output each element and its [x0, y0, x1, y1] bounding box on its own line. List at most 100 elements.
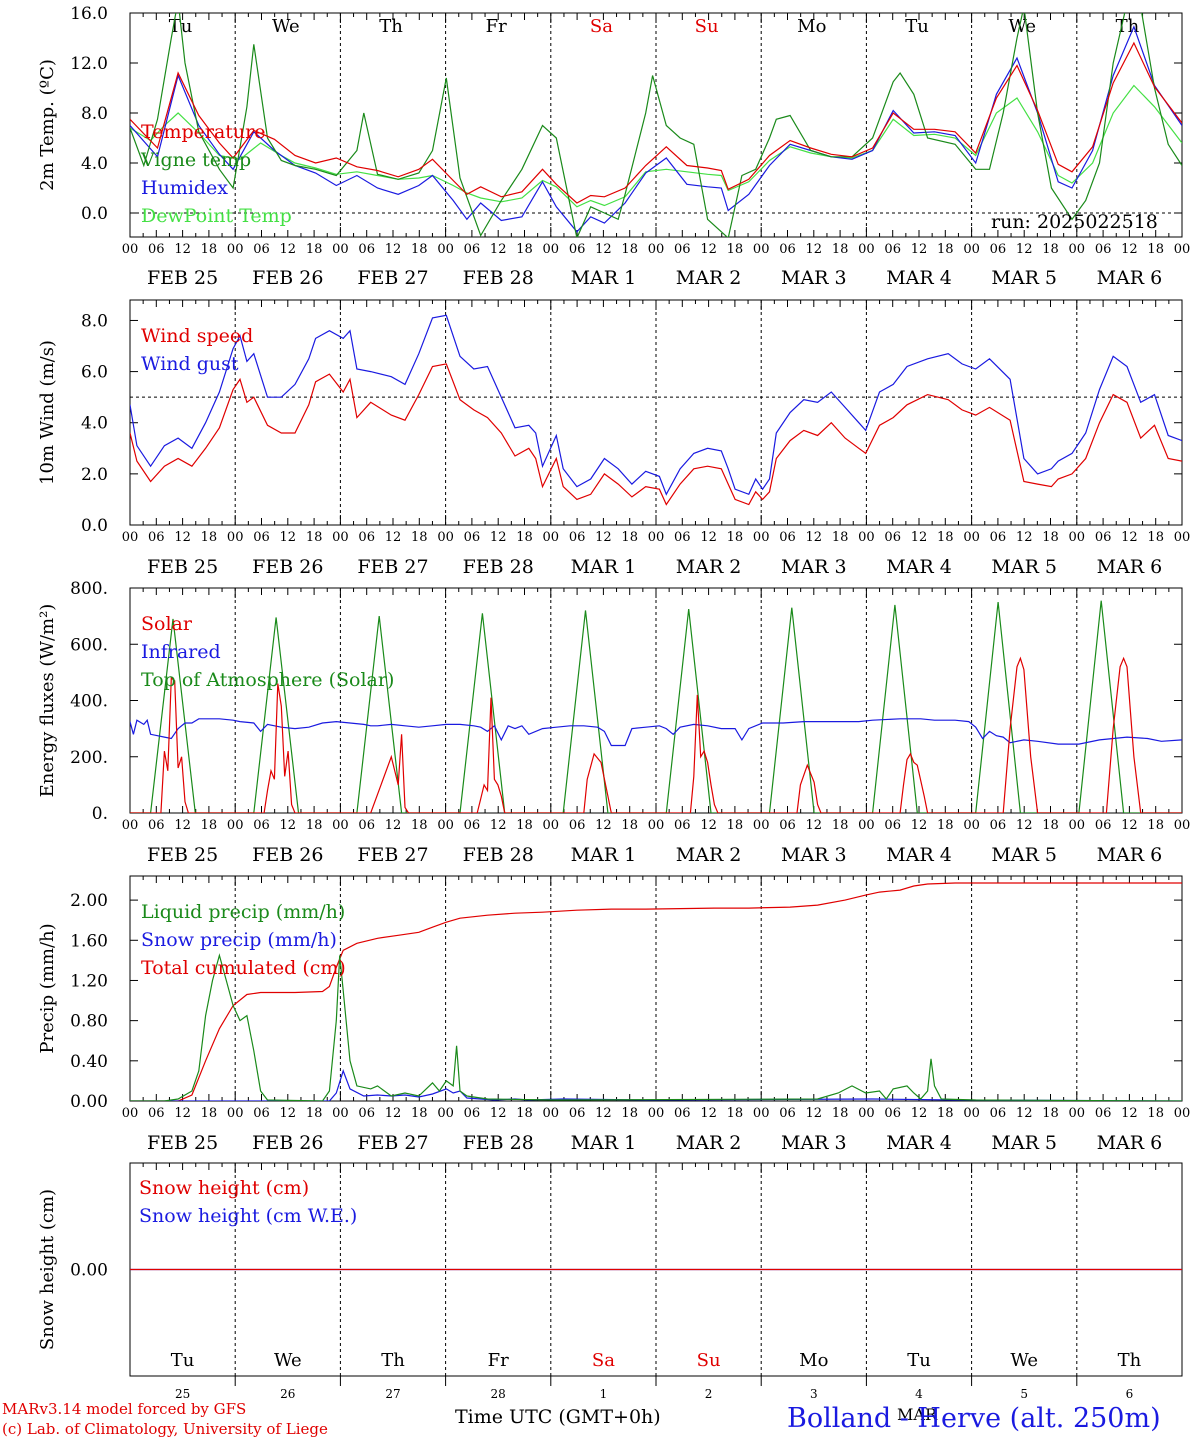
series-line-solar: [130, 656, 1182, 813]
legend-entry: Snow height (cm W.E.): [139, 1205, 357, 1227]
hour-tick-label: 00: [963, 530, 980, 545]
legend-entry: Wind speed: [141, 325, 253, 347]
hour-tick-label: 18: [937, 818, 954, 833]
hour-tick-label: 00: [437, 530, 454, 545]
hour-tick-label: 06: [148, 530, 165, 545]
hour-tick-label: 12: [700, 1106, 717, 1121]
legend-entry: Snow height (cm): [139, 1177, 309, 1199]
hour-tick-label: 00: [122, 818, 139, 833]
x-ticks: 00 06 12 18 00 06 12 18 00 06 12 18 00 06 12 18 00 06 12 18…: [122, 876, 1190, 1121]
day-number: 6: [1126, 1387, 1134, 1401]
hour-tick-label: 18: [832, 1106, 849, 1121]
hour-tick-label: 18: [727, 530, 744, 545]
series-line-liquid-precip-mm-h-: [130, 953, 1182, 1101]
y-tick-label: 4.0: [81, 154, 108, 174]
hour-tick-label: 06: [884, 242, 901, 257]
day-abbr: Th: [379, 16, 403, 37]
date-label: MAR 2: [676, 267, 742, 289]
hour-tick-label: 00: [122, 530, 139, 545]
date-label: MAR 6: [1097, 844, 1163, 866]
hour-tick-label: 18: [832, 242, 849, 257]
credit-line-1: MARv3.14 model forced by GFS: [2, 1400, 246, 1418]
hour-tick-label: 06: [674, 242, 691, 257]
hour-tick-label: 12: [1016, 818, 1033, 833]
hour-tick-label: 12: [490, 530, 507, 545]
date-label: MAR 6: [1097, 556, 1163, 578]
hour-tick-label: 18: [306, 530, 323, 545]
hour-tick-label: 00: [543, 818, 560, 833]
hour-tick-label: 18: [1042, 242, 1059, 257]
date-label: MAR 3: [781, 1132, 847, 1154]
hour-tick-label: 18: [411, 530, 428, 545]
date-label: MAR 4: [886, 1132, 952, 1154]
hour-tick-label: 06: [990, 818, 1007, 833]
y-tick-label: 2.0: [81, 465, 108, 485]
hour-tick-label: 00: [753, 1106, 770, 1121]
hour-tick-label: 12: [385, 530, 402, 545]
date-label: MAR 6: [1097, 267, 1163, 289]
hour-tick-label: 12: [280, 530, 297, 545]
hour-tick-label: 18: [516, 1106, 533, 1121]
hour-tick-label: 00: [858, 530, 875, 545]
panel-2: 00 06 12 18 00 06 12 18 00 06 12 18 00 06 12 18 00 06 12 18…: [37, 299, 1191, 578]
day-number: 5: [1020, 1387, 1028, 1401]
y-axis-label: Snow height (cm): [37, 1189, 58, 1350]
hour-tick-label: 12: [174, 242, 191, 257]
day-abbr: We: [274, 1350, 302, 1371]
y-tick-label: 8.0: [81, 104, 108, 124]
date-label: FEB 25: [147, 556, 218, 578]
hour-tick-label: 18: [937, 242, 954, 257]
day-abbr: Sa: [592, 1350, 615, 1371]
hour-tick-label: 12: [1016, 530, 1033, 545]
hour-tick-label: 18: [1147, 818, 1164, 833]
y-tick-label: 400.: [70, 692, 108, 712]
hour-tick-label: 00: [122, 242, 139, 257]
hour-tick-label: 06: [148, 1106, 165, 1121]
day-abbr: We: [1010, 1350, 1038, 1371]
hour-tick-label: 06: [253, 818, 270, 833]
legend-entry: Temperature: [141, 121, 265, 143]
date-label: FEB 26: [252, 267, 323, 289]
hour-tick-label: 00: [1174, 530, 1191, 545]
day-abbr: Su: [695, 16, 719, 37]
hour-tick-label: 12: [385, 242, 402, 257]
hour-tick-label: 06: [253, 1106, 270, 1121]
series-line-wind-gust: [130, 314, 1182, 496]
hour-tick-label: 06: [990, 1106, 1007, 1121]
series-line-dewpoint-temp: [130, 84, 1182, 208]
hour-tick-label: 06: [464, 530, 481, 545]
y-axis-label: Precip (mm/h): [37, 923, 58, 1053]
hour-tick-label: 00: [122, 1106, 139, 1121]
hour-tick-label: 06: [253, 530, 270, 545]
hour-tick-label: 06: [358, 818, 375, 833]
credit-line-2: (c) Lab. of Climatology, University of L…: [2, 1420, 328, 1438]
hour-tick-label: 12: [1016, 242, 1033, 257]
hour-tick-label: 00: [332, 242, 349, 257]
hour-tick-label: 18: [832, 530, 849, 545]
panel-1: 00 06 12 18 00 06 12 18 00 06 12 18 00 06 12 18 00 06 12 18…: [37, 4, 1190, 289]
day-number: 28: [491, 1387, 506, 1401]
hour-tick-label: 00: [963, 242, 980, 257]
run-label: run: 2025022518: [991, 211, 1158, 233]
date-label: MAR 5: [991, 267, 1057, 289]
hour-tick-label: 12: [911, 818, 928, 833]
hour-tick-label: 12: [700, 818, 717, 833]
hour-tick-label: 06: [148, 242, 165, 257]
hour-tick-label: 06: [1095, 818, 1112, 833]
hour-tick-label: 00: [1174, 818, 1191, 833]
legend-entry: Total cumulated (cm): [141, 957, 346, 979]
hour-tick-label: 06: [464, 242, 481, 257]
hour-tick-label: 06: [464, 1106, 481, 1121]
series-group: [130, 13, 1182, 237]
date-label: MAR 4: [886, 267, 952, 289]
hour-tick-label: 12: [806, 530, 823, 545]
hour-tick-label: 12: [595, 530, 612, 545]
hour-tick-label: 18: [516, 242, 533, 257]
hour-tick-label: 18: [727, 242, 744, 257]
date-label: FEB 28: [463, 1132, 534, 1154]
hour-tick-label: 12: [280, 818, 297, 833]
panel-3: 00 06 12 18 00 06 12 18 00 06 12 18 00 06 12 18 00 06 12 18…: [37, 579, 1190, 866]
hour-tick-label: 18: [306, 1106, 323, 1121]
date-label: FEB 28: [463, 844, 534, 866]
day-number: 3: [810, 1387, 818, 1401]
